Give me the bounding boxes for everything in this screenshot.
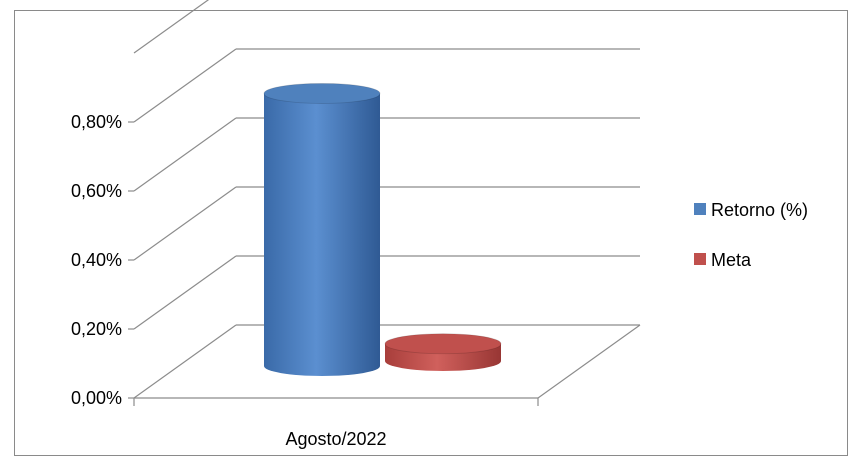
gridline: [133, 186, 640, 261]
gridline: [133, 48, 640, 123]
y-tick-label: 0,40%: [71, 250, 122, 270]
y-tick-label: 0,00%: [71, 388, 122, 408]
y-tick-labels: 0,00% 0,20% 0,40% 0,60% 0,80%: [71, 112, 122, 408]
gridline: [133, 117, 640, 192]
bars: [263, 83, 502, 376]
y-tick-label: 0,60%: [71, 181, 122, 201]
chart-frame: [14, 10, 848, 456]
bar-meta: [384, 333, 502, 371]
legend-label: Meta: [711, 250, 752, 270]
legend-swatch: [694, 203, 706, 215]
legend-label: Retorno (%): [711, 200, 808, 220]
y-tick-label: 0,20%: [71, 319, 122, 339]
legend-swatch: [694, 253, 706, 265]
gridlines: [128, 0, 641, 406]
x-tick-labels: Agosto/2022: [285, 429, 386, 449]
legend: Retorno (%) Meta: [694, 200, 808, 270]
gridline: [133, 0, 210, 54]
x-tick-label: Agosto/2022: [285, 429, 386, 449]
floor-right-edge: [537, 324, 641, 399]
legend-item: Meta: [694, 250, 752, 270]
bar-retorno: [263, 83, 381, 376]
legend-item: Retorno (%): [694, 200, 808, 220]
gridline: [133, 255, 640, 330]
y-tick-label: 0,80%: [71, 112, 122, 132]
